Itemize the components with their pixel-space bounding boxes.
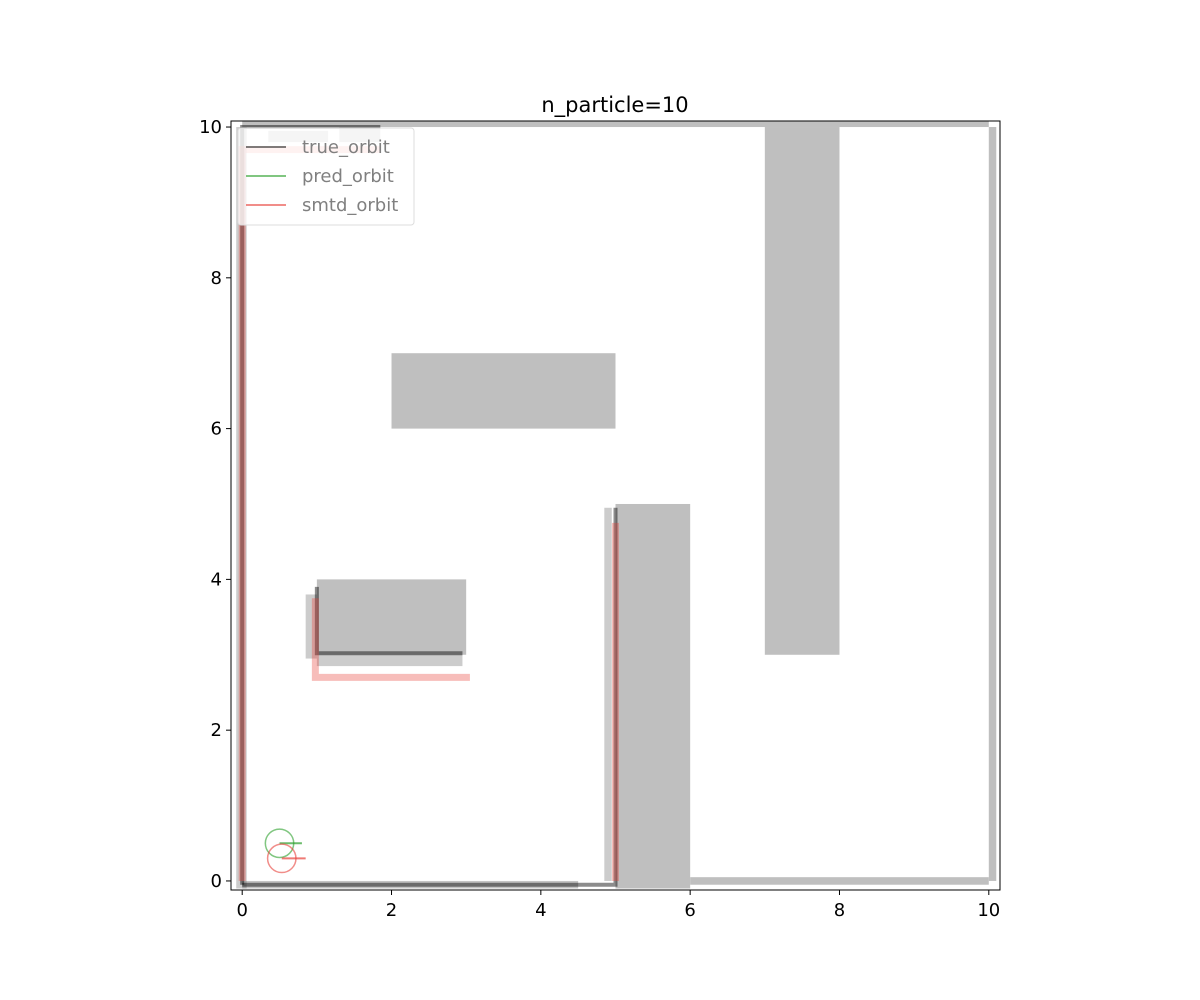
scan-hit-layer [236, 127, 612, 889]
obstacle-4 [764, 127, 840, 655]
obstacle-2 [690, 877, 989, 885]
obstacle-3 [391, 353, 616, 429]
scan-hit-0 [236, 127, 247, 889]
x-tick-label-0: 0 [236, 900, 247, 921]
true-orbit-segment-1 [242, 507, 618, 887]
obstacle-5 [615, 503, 691, 889]
y-tick-label-10: 10 [199, 117, 222, 138]
series-layer [238, 125, 619, 887]
chart-title: n_particle=10 [541, 93, 688, 118]
scan-hit-5 [305, 594, 317, 659]
y-tick-label-4: 4 [211, 569, 222, 590]
true-orbit-segment-0 [240, 125, 381, 885]
legend-label-smtd-orbit: smtd_orbit [302, 195, 398, 216]
y-tick-label-6: 6 [211, 419, 222, 440]
true-orbit-segment-2 [314, 586, 463, 656]
legend-box [237, 127, 415, 226]
x-tick-label-2: 2 [386, 900, 397, 921]
axes-frame [230, 120, 1001, 891]
y-tick-label-0: 0 [211, 871, 222, 892]
x-axis: 0 2 4 6 8 10 [236, 890, 1000, 921]
scan-hit-4 [604, 507, 612, 881]
legend-label-true-orbit: true_orbit [302, 137, 390, 158]
y-tick-label-2: 2 [211, 720, 222, 741]
x-tick-label-6: 6 [684, 900, 695, 921]
x-tick-label-4: 4 [535, 900, 546, 921]
scan-hit-6 [316, 654, 463, 667]
obstacle-1 [988, 127, 997, 881]
y-tick-label-8: 8 [211, 268, 222, 289]
smtd-orbit-segment-0 [238, 146, 381, 881]
smtd-orbit-segment-2 [311, 598, 470, 681]
y-axis: 0 2 4 6 8 10 [199, 117, 231, 892]
x-tick-label-8: 8 [834, 900, 845, 921]
legend: true_orbit pred_orbit smtd_orbit [237, 127, 415, 226]
obstacle-6 [316, 579, 467, 655]
obstacle-layer [242, 121, 997, 889]
scan-hit-1 [242, 880, 579, 889]
obstacle-0 [242, 121, 989, 128]
x-tick-label-10: 10 [977, 900, 1000, 921]
legend-label-pred-orbit: pred_orbit [302, 166, 394, 187]
